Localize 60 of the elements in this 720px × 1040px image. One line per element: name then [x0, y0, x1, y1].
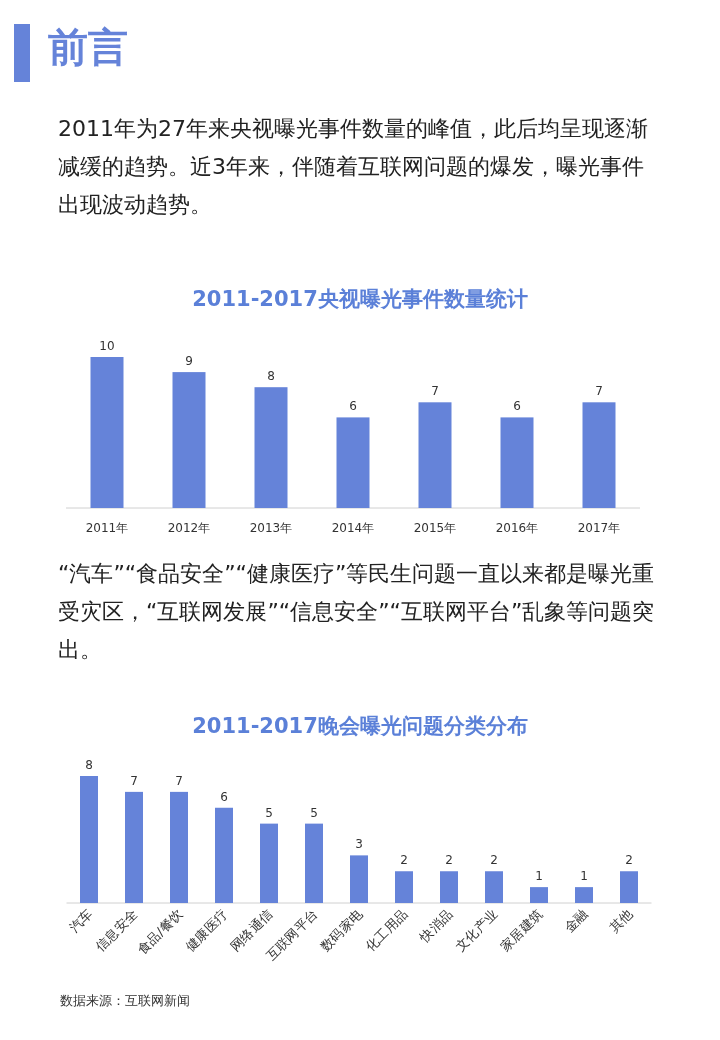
data-label: 10 [99, 339, 115, 353]
data-label: 7 [595, 384, 603, 399]
source-note: 数据来源：互联网新闻 [60, 993, 190, 1008]
bar [90, 357, 124, 508]
x-tick-label: 2014年 [331, 521, 375, 535]
data-label: 3 [355, 837, 363, 852]
bar [172, 372, 206, 508]
x-tick-label: 健康医疗 [182, 906, 231, 954]
x-tick-label: 2012年 [167, 521, 211, 535]
text: “汽车”“食品安全”“健康医疗”等民生问题一直以来都是曝光重受灾区，“互联网发展”“信息安全”“互联网平台”乱象等问题突出。 [58, 560, 656, 664]
bar [500, 417, 534, 508]
x-tick-label: 其他 [606, 906, 636, 936]
bar [336, 417, 370, 508]
bar [530, 887, 548, 903]
x-tick-label: 2013年 [249, 521, 293, 535]
data-label: 1 [535, 869, 543, 884]
text: 前言 [48, 23, 128, 72]
x-tick-label: 快消品 [416, 906, 456, 946]
data-label: 2 [445, 853, 453, 868]
x-tick-label: 2016年 [495, 521, 539, 535]
x-tick-label: 数码家电 [317, 906, 366, 954]
data-label: 6 [220, 789, 228, 804]
data-label: 5 [265, 805, 273, 820]
text: 2011年为27年来央视曝光事件数量的峰值，此后均呈现逐渐减缓的趋势。近3年来，伴随着互联网问题的爆发，曝光事件出现波动趋势。 [58, 115, 649, 219]
data-label: 7 [175, 773, 183, 788]
data-label: 7 [431, 384, 439, 399]
data-label: 7 [130, 773, 138, 788]
bar [215, 807, 233, 903]
bar [575, 887, 593, 903]
bar [395, 871, 413, 903]
bar [260, 823, 278, 903]
data-label: 6 [513, 399, 521, 414]
data-label: 6 [349, 399, 357, 414]
x-tick-label: 汽车 [66, 906, 96, 936]
bar [350, 855, 368, 903]
data-label: 9 [185, 354, 193, 369]
data-label: 1 [580, 869, 588, 884]
bar [170, 791, 188, 903]
bar [440, 871, 458, 903]
bar [620, 871, 638, 903]
data-label: 2 [490, 853, 498, 868]
x-tick-label: 2011年 [85, 521, 129, 535]
data-label: 5 [310, 805, 318, 820]
bar [125, 791, 143, 903]
bar [254, 387, 288, 508]
data-label: 2 [625, 853, 633, 868]
data-label: 2 [400, 853, 408, 868]
chart-title: 2011-2017晚会曝光问题分类分布 [192, 714, 528, 738]
data-label: 8 [85, 758, 93, 772]
data-label: 8 [267, 369, 275, 384]
bar [582, 402, 616, 508]
bar [305, 823, 323, 903]
x-tick-label: 家居建筑 [497, 906, 546, 954]
bar [418, 402, 452, 508]
x-tick-label: 金融 [561, 906, 591, 936]
bar [485, 871, 503, 903]
chart-title: 2011-2017央视曝光事件数量统计 [192, 287, 528, 311]
x-tick-label: 2017年 [577, 521, 621, 535]
bar [80, 776, 98, 903]
x-tick-label: 2015年 [413, 521, 457, 535]
